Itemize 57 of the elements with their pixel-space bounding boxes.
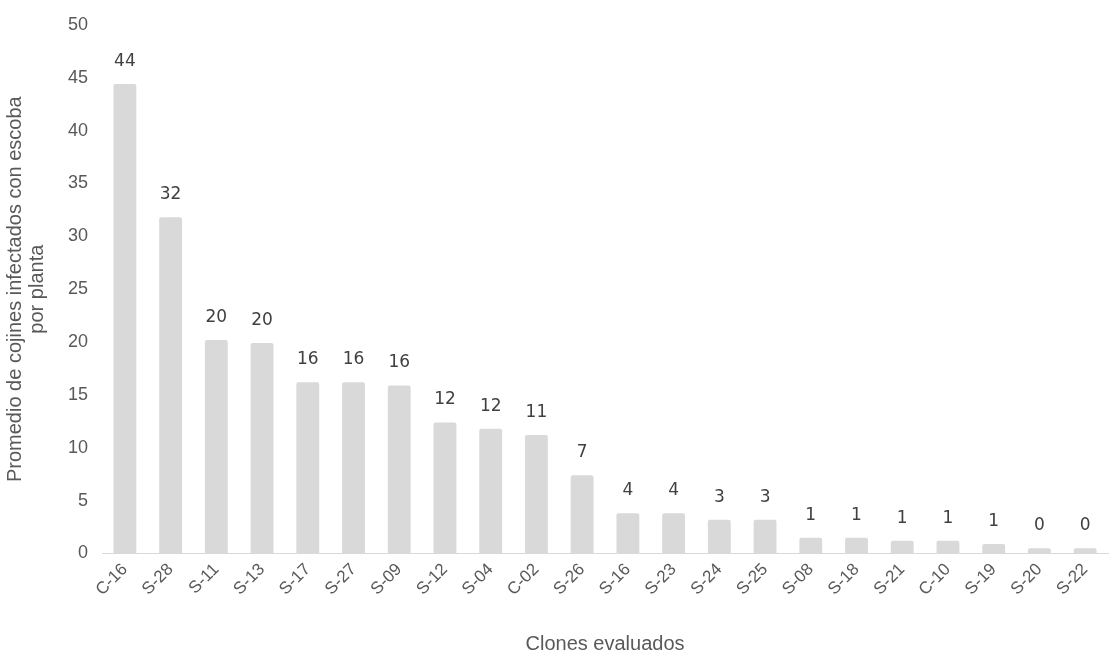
- data-label: 7: [576, 441, 588, 462]
- y-tick-label: 0: [78, 542, 89, 563]
- data-label: 1: [988, 509, 1000, 530]
- data-label: 4: [668, 479, 680, 500]
- bar: [845, 537, 868, 554]
- bar: [296, 382, 320, 554]
- bar: [799, 537, 823, 554]
- data-label: 16: [296, 348, 319, 369]
- data-label: 12: [434, 388, 456, 409]
- data-label: 1: [942, 506, 954, 527]
- y-tick-label: 45: [67, 66, 89, 87]
- y-tick-label: 25: [67, 278, 89, 299]
- bar: [342, 382, 365, 554]
- data-label: 1: [896, 506, 908, 527]
- data-label: 0: [1034, 514, 1045, 535]
- bar: [890, 540, 914, 554]
- bar: [936, 540, 960, 554]
- data-label: 32: [159, 183, 182, 204]
- y-tick-label: 10: [67, 436, 89, 457]
- y-axis-title: Promedio de cojines infectados con escoba por planta: [2, 95, 47, 483]
- data-label: 16: [388, 351, 411, 372]
- x-axis-title: Clones evaluados: [525, 631, 685, 654]
- bar: [662, 513, 686, 554]
- data-label: 1: [851, 503, 862, 524]
- bar: [982, 544, 1006, 554]
- bar: [707, 519, 731, 554]
- data-label: 0: [1079, 514, 1091, 535]
- bar: [433, 422, 457, 554]
- y-tick-label: 30: [67, 225, 89, 246]
- bar: [1027, 548, 1051, 554]
- bar: [570, 475, 594, 554]
- data-label: 16: [342, 348, 365, 369]
- data-label: 20: [205, 305, 228, 326]
- data-label: 3: [713, 485, 725, 506]
- y-tick-label: 35: [67, 172, 89, 193]
- data-label: 20: [251, 309, 273, 330]
- bar: [753, 519, 777, 554]
- bar: [616, 513, 640, 554]
- y-tick-label: 20: [67, 331, 89, 351]
- data-label: 1: [805, 503, 817, 524]
- bar: [159, 217, 183, 554]
- y-tick-label: 40: [67, 119, 89, 140]
- data-label: 12: [479, 394, 502, 415]
- data-label: 3: [759, 485, 771, 506]
- y-tick-label: 5: [78, 489, 89, 510]
- data-label: 4: [622, 479, 634, 500]
- bar: [204, 339, 228, 554]
- data-label: 44: [114, 49, 136, 70]
- bar: [524, 435, 548, 554]
- bar: [479, 428, 503, 554]
- bar: [387, 385, 411, 554]
- bar: [1073, 548, 1097, 554]
- data-label: 11: [525, 401, 548, 422]
- y-tick-label: 15: [67, 383, 89, 404]
- bar: [113, 84, 137, 554]
- y-tick-label: 50: [67, 13, 89, 34]
- bar: [250, 343, 274, 554]
